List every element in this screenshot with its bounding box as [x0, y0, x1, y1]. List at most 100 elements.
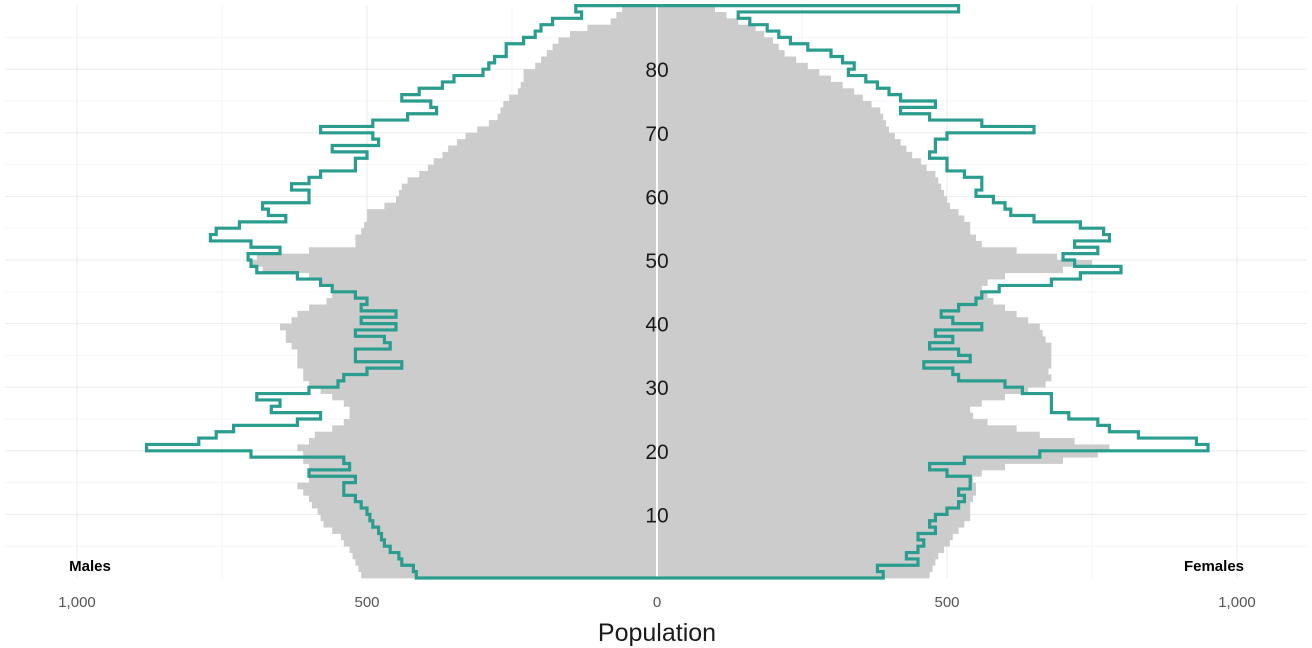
female-bar-age-19 — [657, 450, 1098, 458]
female-bar-age-81 — [657, 56, 797, 64]
female-bar-age-11 — [657, 501, 971, 509]
female-bar-age-10 — [657, 508, 971, 515]
female-bar-age-76 — [657, 88, 855, 96]
female-bar-age-51 — [657, 247, 1017, 255]
female-bar-age-52 — [657, 240, 982, 248]
male-bar-age-16 — [309, 469, 657, 477]
male-bar-age-63 — [419, 170, 657, 178]
male-bar-age-13 — [303, 488, 657, 496]
female-bar-age-71 — [657, 120, 887, 127]
male-bar-age-18 — [303, 457, 657, 464]
female-bar-age-36 — [657, 342, 1052, 350]
age-tick-30: 30 — [645, 377, 668, 400]
male-bar-age-26 — [349, 406, 657, 414]
male-bar-age-76 — [517, 88, 657, 96]
male-bar-age-43 — [326, 298, 657, 305]
age-tick-60: 60 — [645, 186, 668, 209]
male-bar-age-4 — [349, 546, 657, 553]
female-bar-age-50 — [657, 253, 1058, 261]
population-tick-1: 500 — [354, 594, 379, 611]
female-bar-age-53 — [657, 234, 976, 242]
female-bar-age-64 — [657, 164, 927, 172]
female-bar-age-7 — [657, 527, 959, 534]
female-bar-age-35 — [657, 349, 1052, 356]
female-bar-age-28 — [657, 393, 1005, 401]
male-bar-age-52 — [355, 240, 657, 248]
population-tick-3: 500 — [934, 594, 959, 611]
x-axis-title: Population — [598, 619, 716, 647]
female-bar-age-57 — [657, 209, 959, 216]
male-bar-age-62 — [407, 177, 657, 185]
male-bar-age-23 — [332, 425, 657, 433]
male-bar-age-33 — [297, 361, 657, 369]
female-bar-age-25 — [657, 412, 974, 420]
male-bar-age-68 — [456, 139, 657, 146]
female-bar-age-15 — [657, 476, 974, 483]
age-tick-10: 10 — [645, 504, 668, 527]
female-bar-age-32 — [657, 368, 1049, 375]
male-comparison-line — [145, 3, 657, 580]
female-bar-age-61 — [657, 183, 942, 191]
female-bar-age-2 — [657, 558, 936, 566]
population-tick-2: 0 — [653, 594, 661, 611]
female-bar-age-87 — [657, 18, 739, 26]
male-bar-age-57 — [367, 209, 657, 216]
female-bar-age-22 — [657, 431, 1040, 439]
female-bar-age-8 — [657, 520, 965, 528]
female-bar-age-88 — [657, 11, 727, 19]
male-bar-age-87 — [610, 18, 657, 26]
male-bar-age-79 — [523, 69, 657, 76]
male-bar-age-51 — [309, 247, 657, 255]
female-bar-age-55 — [657, 221, 971, 229]
population-tick-labels: 1,000 500 0 500 1,000 — [58, 594, 1256, 611]
female-bar-age-59 — [657, 196, 947, 204]
female-bar-age-63 — [657, 170, 936, 178]
male-bar-age-1 — [358, 565, 657, 573]
male-bar-age-65 — [433, 158, 657, 165]
male-bar-age-40 — [291, 317, 657, 324]
female-bar-age-16 — [657, 469, 982, 477]
female-bar-age-66 — [657, 151, 913, 159]
female-bar-age-77 — [657, 81, 843, 89]
female-bar-age-1 — [657, 565, 933, 573]
female-bar-age-42 — [657, 304, 1005, 312]
male-bar-age-83 — [552, 43, 657, 51]
female-bar-age-82 — [657, 50, 785, 57]
male-bar-age-44 — [332, 291, 657, 299]
male-bar-age-56 — [367, 215, 657, 223]
age-tick-80: 80 — [645, 59, 668, 82]
female-bar-age-89 — [657, 5, 715, 13]
female-bar-age-67 — [657, 145, 907, 153]
age-tick-labels: 10 20 30 40 50 60 70 80 — [645, 59, 668, 527]
male-bar-age-66 — [442, 151, 657, 159]
female-bar-age-24 — [657, 419, 988, 426]
age-tick-20: 20 — [645, 441, 668, 464]
age-tick-40: 40 — [645, 314, 668, 337]
male-bar-age-8 — [323, 520, 657, 528]
female-bar-age-20 — [657, 444, 1110, 452]
male-bar-age-31 — [303, 374, 657, 382]
male-bar-age-49 — [251, 260, 657, 267]
male-bar-age-85 — [570, 31, 657, 38]
female-bar-age-17 — [657, 463, 1005, 471]
male-bar-age-70 — [477, 126, 657, 134]
female-bar-age-60 — [657, 190, 945, 197]
male-bar-age-45 — [332, 285, 657, 293]
male-bar-age-54 — [361, 228, 657, 235]
male-bar-age-2 — [355, 558, 657, 566]
male-bar-age-35 — [297, 349, 657, 356]
female-bar-age-39 — [657, 323, 1040, 331]
male-bar-age-41 — [297, 310, 657, 318]
female-bar-age-73 — [657, 107, 881, 115]
female-bar-age-30 — [657, 380, 1046, 388]
male-bar-age-47 — [309, 272, 657, 280]
female-bar-age-75 — [657, 94, 863, 102]
female-bar-age-43 — [657, 298, 994, 305]
male-bar-age-69 — [465, 132, 657, 140]
male-bar-age-34 — [297, 355, 657, 363]
male-bar-age-22 — [314, 431, 657, 439]
female-bar-age-56 — [657, 215, 965, 223]
male-bar-age-80 — [535, 62, 657, 70]
female-bar-age-31 — [657, 374, 1052, 382]
female-bar-age-5 — [657, 539, 950, 547]
